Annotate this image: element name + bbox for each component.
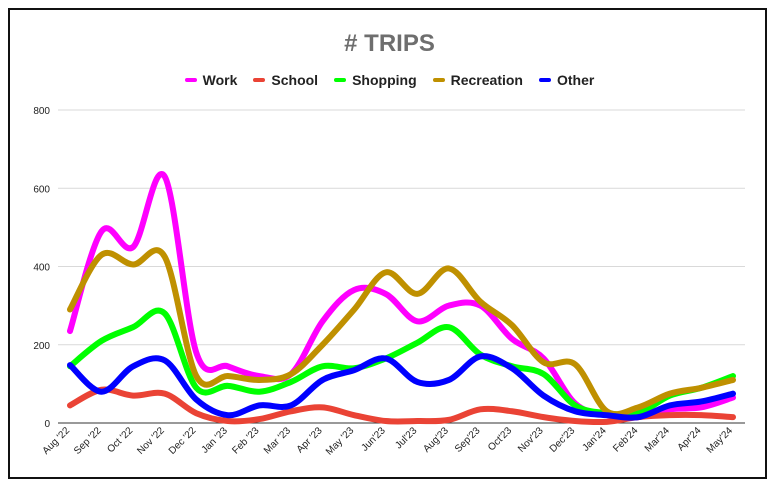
x-tick-label: Feb'24 (611, 425, 640, 454)
x-tick-label: Aug'23 (421, 425, 451, 455)
y-tick-label: 0 (44, 419, 50, 430)
legend-label: Other (556, 72, 595, 88)
y-axis-ticks: 0 200 400 600 800 (33, 106, 50, 430)
legend-item-shopping: Shopping (334, 72, 417, 88)
x-tick-label: Dec'23 (548, 425, 578, 455)
x-tick-label: Oct '22 (105, 425, 135, 455)
y-tick-label: 600 (33, 184, 50, 195)
legend-swatch (538, 78, 551, 82)
legend-swatch (334, 78, 347, 82)
x-tick-label: Sep'23 (453, 425, 483, 455)
series-lines (67, 170, 736, 426)
x-tick-label: Sep '22 (72, 425, 104, 457)
y-tick-label: 200 (33, 341, 50, 352)
x-axis-ticks: Aug '22 Sep '22 Oct '22 Nov '22 Dec '22 Jan '… (41, 425, 736, 458)
x-tick-label: Mar'24 (643, 425, 672, 454)
y-tick-label: 800 (33, 106, 50, 117)
gridlines (58, 109, 745, 424)
legend-item-school: School (253, 72, 318, 88)
x-tick-label: Oct'23 (486, 425, 514, 453)
y-tick-label: 400 (33, 263, 50, 274)
x-tick-label: Apr'24 (676, 425, 704, 453)
x-tick-label: Jul'23 (393, 425, 419, 451)
legend-item-work: Work (184, 72, 238, 88)
legend-item-recreation: Recreation (432, 72, 523, 88)
x-tick-label: Mar '23 (262, 425, 293, 456)
legend-swatch (253, 78, 266, 82)
x-tick-label: May '23 (324, 425, 357, 458)
chart-title: # TRIPS (344, 30, 435, 57)
x-tick-label: Apr '23 (295, 425, 325, 455)
series-line-other (67, 353, 736, 421)
series-line-work (67, 170, 736, 421)
legend-swatch (184, 78, 197, 82)
series-line-recreation (67, 247, 736, 418)
x-tick-label: Feb '23 (230, 425, 261, 456)
x-tick-label: Jun'23 (359, 425, 388, 454)
x-tick-label: Dec '22 (167, 425, 199, 457)
x-tick-label: Jan'24 (580, 425, 609, 454)
x-tick-label: Nov'23 (516, 425, 546, 455)
x-tick-label: Jan '23 (200, 425, 231, 456)
legend-label: Recreation (450, 72, 523, 88)
legend: Work School Shopping Recreation Other (0, 72, 779, 88)
x-tick-label: Nov '22 (135, 425, 167, 457)
legend-swatch (432, 78, 445, 82)
legend-item-other: Other (538, 72, 595, 88)
legend-label: Shopping (352, 72, 417, 88)
legend-label: School (271, 72, 319, 88)
legend-label: Work (202, 72, 238, 88)
x-tick-label: May'24 (705, 425, 736, 456)
